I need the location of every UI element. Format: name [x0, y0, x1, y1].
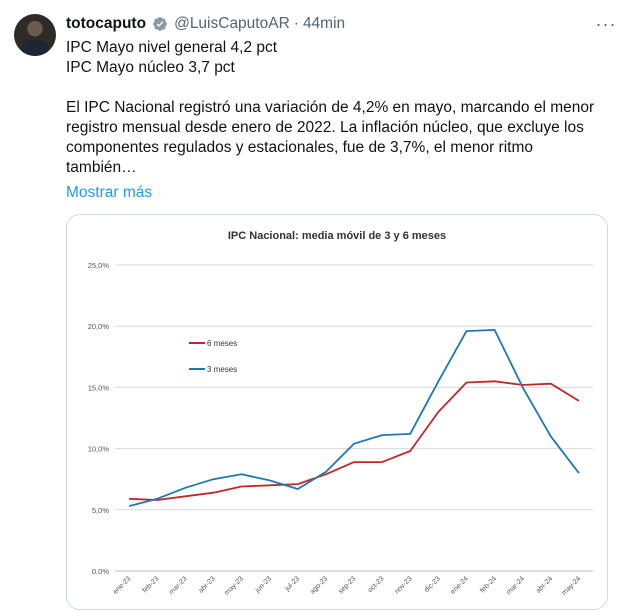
x-tick-label: dic-23 [423, 575, 442, 594]
display-name[interactable]: totocaputo [66, 15, 147, 32]
y-tick-label: 0,0% [92, 567, 109, 576]
avatar[interactable] [14, 14, 56, 56]
x-tick-label: abr-23 [198, 575, 217, 594]
x-tick-label: ago-23 [309, 575, 329, 595]
tweet-line: El IPC Nacional registró una variación d… [66, 99, 595, 116]
paragraph-gap [66, 78, 626, 98]
tweet-line: IPC Mayo núcleo 3,7 pct [66, 59, 235, 76]
more-options-icon: ··· [595, 13, 617, 34]
x-tick-label: feb-23 [142, 575, 161, 594]
x-tick-label: jun-23 [254, 575, 273, 594]
x-tick-label: abr-24 [535, 575, 554, 594]
x-tick-label: oct-23 [367, 575, 386, 594]
timestamp[interactable]: 44min [302, 15, 346, 32]
x-tick-label: mar-24 [505, 575, 526, 596]
x-tick-label: may-24 [561, 575, 583, 597]
tweet-header: totocaputo @LuisCaputoAR · 44min [66, 12, 600, 36]
series-line-3-meses [128, 329, 580, 507]
y-tick-label: 20,0% [88, 322, 110, 331]
y-tick-label: 25,0% [88, 261, 110, 270]
x-tick-label: feb-24 [479, 575, 498, 594]
legend-label: 6 meses [207, 339, 237, 348]
legend-label: 3 meses [207, 365, 237, 374]
separator-dot: · [293, 15, 299, 32]
chart: IPC Nacional: media móvil de 3 y 6 meses… [88, 230, 593, 597]
show-more-link[interactable]: Mostrar más [66, 184, 153, 201]
x-tick-label: ene-23 [112, 575, 132, 595]
x-tick-label: sep-23 [337, 575, 357, 595]
chart-title: IPC Nacional: media móvil de 3 y 6 meses [228, 230, 446, 242]
x-tick-label: nov-23 [394, 575, 414, 595]
y-tick-label: 10,0% [88, 445, 110, 454]
series-line-6-meses [129, 380, 580, 501]
y-tick-label: 5,0% [92, 506, 109, 515]
handle[interactable]: @LuisCaputoAR [174, 15, 290, 32]
x-tick-label: ene-24 [450, 575, 470, 595]
verified-badge-icon [153, 17, 167, 31]
y-tick-label: 15,0% [88, 383, 110, 392]
tweet-line: también… [66, 159, 137, 176]
tweet-line: IPC Mayo nivel general 4,2 pct [66, 39, 278, 56]
x-tick-label: may-23 [223, 575, 245, 597]
tweet-line: registro mensual desde enero de 2022. La… [66, 119, 584, 136]
tweet-media-chart[interactable]: IPC Nacional: media móvil de 3 y 6 meses… [66, 214, 608, 610]
tweet-line: componentes regulados y estacionales, fu… [66, 139, 533, 156]
more-options-button[interactable]: ··· [594, 14, 618, 34]
x-tick-label: jul-23 [283, 575, 301, 593]
tweet-text: IPC Mayo nivel general 4,2 pct IPC Mayo … [66, 38, 626, 178]
x-tick-label: mar-23 [168, 575, 189, 596]
